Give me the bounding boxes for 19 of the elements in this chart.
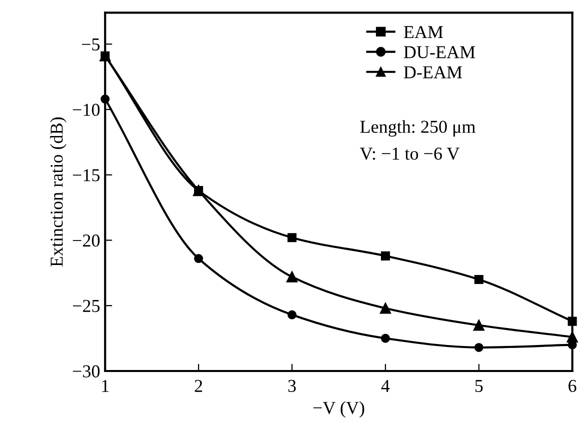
y-tick-label: −25 xyxy=(72,300,100,312)
legend-label: D-EAM xyxy=(404,66,462,78)
y-tick-label: −30 xyxy=(72,365,100,378)
y-tick-label: −20 xyxy=(72,234,100,247)
y-axis-title: Extinction ratio (dB) xyxy=(50,117,66,267)
x-tick-label: 2 xyxy=(194,380,202,392)
x-tick-label: 4 xyxy=(381,380,390,392)
annotation: Length: 250 μm xyxy=(360,120,476,137)
x-tick-label: 5 xyxy=(475,380,483,392)
x-axis-title: −V (V) xyxy=(313,401,364,418)
legend-label: EAM xyxy=(404,26,443,38)
x-tick-label: 6 xyxy=(568,380,576,392)
x-tick-label: 1 xyxy=(102,380,109,392)
y-tick-label: −10 xyxy=(72,104,100,116)
y-tick-label: −5 xyxy=(82,38,100,51)
annotation: V: −1 to −6 V xyxy=(360,148,460,160)
legend-label: DU-EAM xyxy=(404,46,476,58)
y-tick-label: −15 xyxy=(72,169,100,182)
x-tick-label: 3 xyxy=(288,380,296,392)
